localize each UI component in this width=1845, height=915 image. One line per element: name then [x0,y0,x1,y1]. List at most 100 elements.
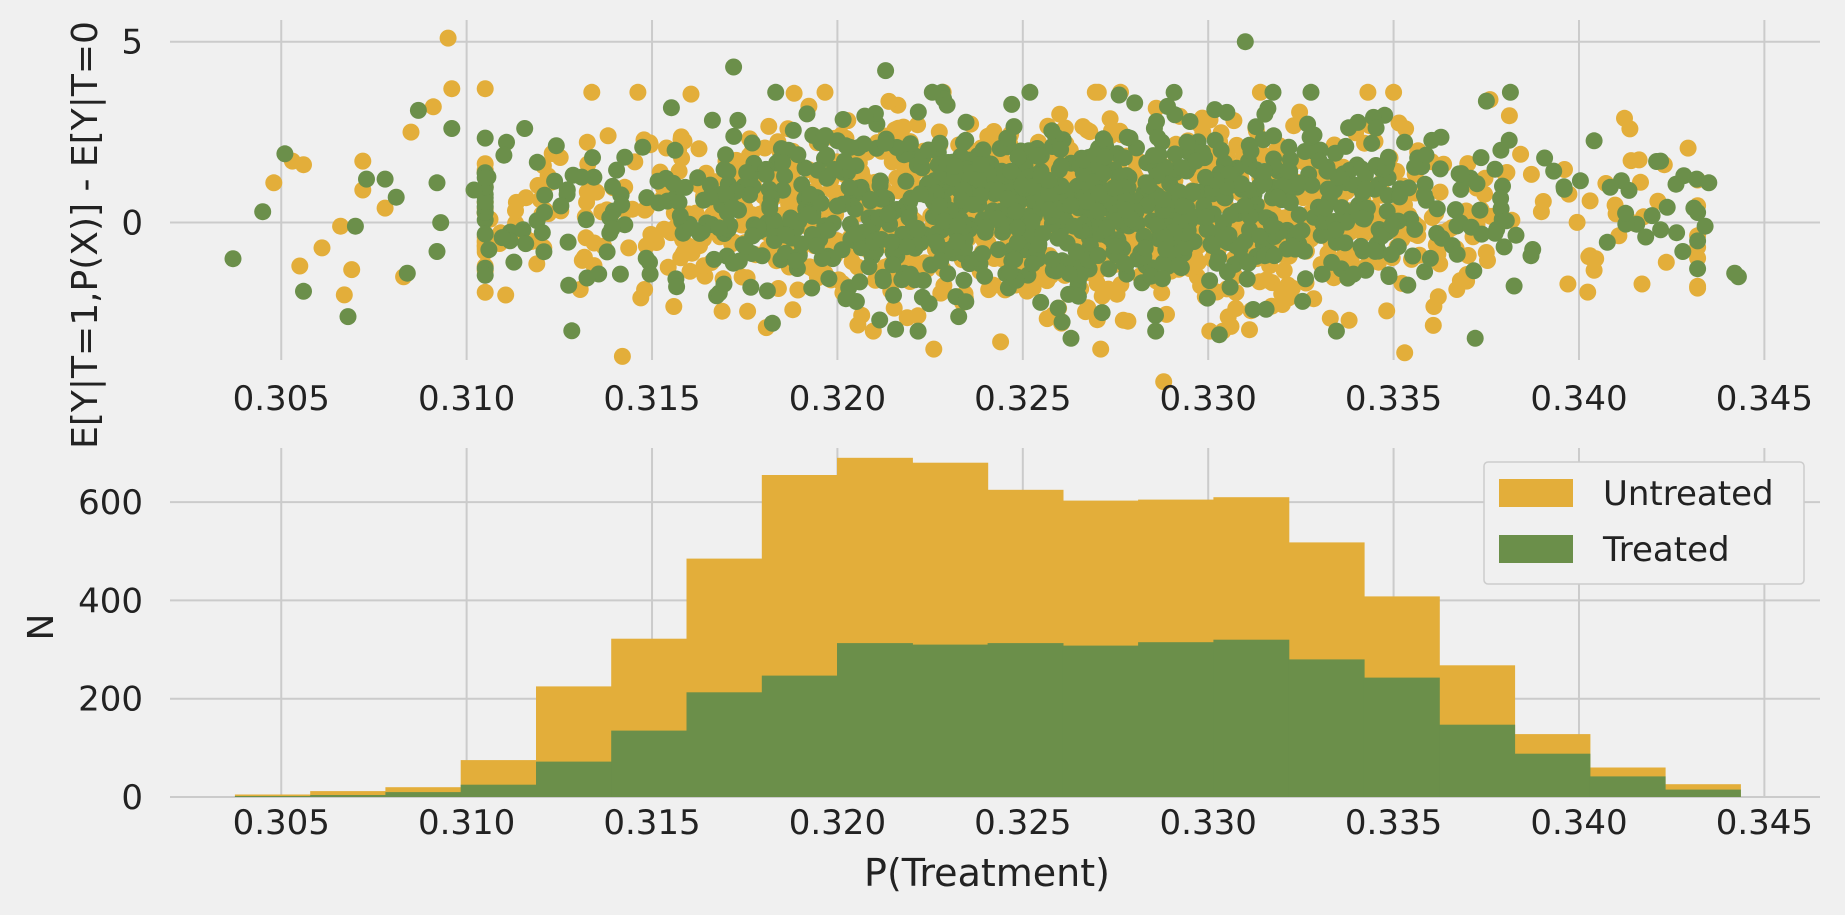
scatter-point-treated [725,58,743,76]
scatter-point-treated [1197,168,1214,186]
scatter-point-treated [742,278,760,296]
scatter-point-treated [861,190,879,208]
scatter-point-treated [1105,179,1123,197]
histogram-bar-treated [1589,776,1666,797]
scatter-point-treated [1421,249,1439,267]
scatter-point-untreated [1092,340,1110,358]
scatter-point-treated [1257,300,1275,318]
scatter-point-untreated [1153,284,1171,302]
scatter-point-treated [798,105,816,123]
scatter-point-treated [879,205,897,223]
scatter-point-treated [1107,237,1125,255]
scatter-point-treated [662,99,680,117]
scatter-point-untreated [1424,316,1442,334]
scatter-point-untreated [1479,252,1496,269]
scatter-point-treated [989,210,1007,228]
scatter-point-treated [825,161,843,178]
scatter-point-untreated [332,217,350,235]
scatter-point-treated [517,235,535,253]
scatter-point-treated [577,211,595,229]
scatter-point-treated [1620,181,1638,199]
scatter-point-treated [744,227,762,245]
scatter-point-treated [1236,33,1254,51]
scatter-point-treated [1379,148,1397,166]
scatter-point-treated [387,188,405,206]
scatter-point-untreated [1568,213,1586,231]
scatter-point-untreated [497,286,515,304]
histogram-x-axis-label: P(Treatment) [864,851,1110,895]
scatter-point-treated [1471,201,1489,219]
scatter-point-treated [1327,233,1345,251]
scatter-point-untreated [785,84,803,102]
histogram-bar-treated [1514,753,1591,797]
scatter-point-treated [1212,141,1230,159]
scatter-point-treated [1399,276,1417,294]
histogram-bar-treated [686,692,763,797]
scatter-point-treated [1281,194,1299,211]
scatter-point-treated [1297,270,1314,288]
scatter-point-treated [1290,206,1308,224]
scatter-point-treated [1090,184,1108,202]
scatter-point-treated [560,276,578,294]
scatter-x-tick-label: 0.335 [1345,379,1442,419]
scatter-point-treated [957,113,975,131]
scatter-point-treated [1507,226,1525,244]
scatter-point-treated [1382,246,1400,263]
scatter-point-untreated [1621,120,1639,138]
scatter-point-treated [1486,160,1504,178]
scatter-point-treated [845,225,863,243]
scatter-point-treated [763,314,781,332]
scatter-point-treated [552,197,570,215]
scatter-point-untreated [1321,309,1339,327]
scatter-point-treated [949,217,967,234]
scatter-point-treated [505,253,523,271]
scatter-x-tick-label: 0.305 [233,379,330,419]
scatter-point-treated [1674,243,1692,260]
scatter-point-untreated [585,234,603,252]
scatter-point-treated [1239,254,1257,272]
scatter-point-treated [476,266,494,284]
scatter-point-treated [536,186,554,204]
scatter-point-untreated [681,262,699,280]
scatter-point-treated [1303,176,1321,194]
scatter-point-treated [855,135,873,153]
scatter-point-treated [955,134,972,152]
scatter-point-treated [1165,83,1183,101]
scatter-point-untreated [1581,192,1599,210]
scatter-point-untreated [1679,139,1697,157]
scatter-point-untreated [1579,283,1597,301]
scatter-point-treated [1247,118,1265,136]
scatter-point-treated [1157,240,1175,258]
histogram-bar-treated [234,796,311,797]
scatter-point-treated [1465,262,1483,280]
histogram-x-tick-labels: 0.305 0.310 0.315 0.320 0.325 0.330 0.335 0.340… [233,803,1813,843]
scatter-point-treated [715,275,733,293]
scatter-point-treated [782,209,800,227]
scatter-point-treated [1218,263,1236,281]
scatter-point-treated [428,243,446,260]
scatter-point-treated [1601,178,1619,196]
scatter-point-untreated [599,127,617,145]
scatter-point-treated [1206,101,1224,119]
scatter-point-treated [1244,301,1262,318]
scatter-point-treated [840,178,858,196]
scatter-point-treated [950,308,968,326]
scatter-point-treated [1147,322,1165,340]
scatter-point-treated [676,178,694,196]
scatter-point-treated [1009,148,1027,166]
scatter-point-treated [480,241,498,259]
scatter-point-treated [990,241,1007,259]
scatter-point-treated [1383,216,1401,234]
scatter-point-treated [695,191,713,209]
scatter-point-treated [923,83,941,101]
scatter-point-treated [1139,177,1157,195]
scatter-points [224,29,1747,391]
scatter-point-treated [476,169,494,187]
scatter-point-untreated [690,140,708,158]
scatter-point-treated [1448,245,1466,263]
scatter-point-treated [1095,164,1113,182]
scatter-point-treated [807,237,825,255]
scatter-point-treated [1166,145,1184,163]
scatter-point-treated [741,186,759,204]
